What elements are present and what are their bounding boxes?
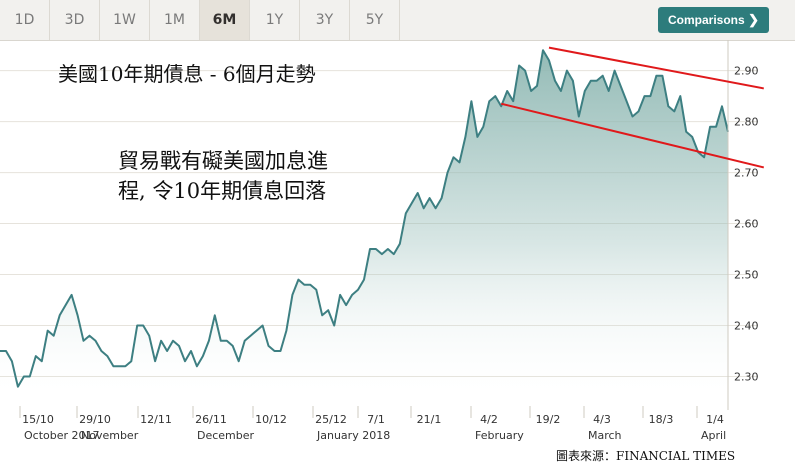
- x-tick-day: 19/2: [536, 413, 561, 426]
- y-tick-label: 2.40: [734, 320, 759, 333]
- x-tick-day: 1/4: [706, 413, 724, 426]
- trend-line: [548, 46, 764, 90]
- x-tick-day: 26/11: [195, 413, 227, 426]
- chart-annotation-body: 貿易戰有礙美國加息進 程, 令10年期債息回落: [118, 146, 328, 206]
- yield-line: [0, 49, 729, 388]
- x-tick-month: March: [588, 429, 622, 442]
- range-tab-5y[interactable]: 5Y: [350, 0, 400, 40]
- y-tick-label: 2.90: [734, 65, 759, 78]
- x-tick-month: December: [197, 429, 255, 442]
- range-tab-1d[interactable]: 1D: [0, 0, 50, 40]
- x-tick-month: April: [701, 429, 726, 442]
- y-tick-label: 2.70: [734, 167, 759, 180]
- x-tick-month: November: [81, 429, 139, 442]
- x-tick-month: January 2018: [316, 429, 390, 442]
- toolbar: 1D 3D 1W 1M 6M 1Y 3Y 5Y Comparisons ❯: [0, 0, 795, 41]
- range-tab-6m[interactable]: 6M: [200, 0, 250, 40]
- y-tick-label: 2.60: [734, 218, 759, 231]
- chart-annotation-title: 美國10年期債息 - 6個月走勢: [58, 62, 316, 86]
- x-tick-day: 4/2: [480, 413, 498, 426]
- x-tick-month: February: [475, 429, 524, 442]
- y-tick-label: 2.50: [734, 269, 759, 282]
- source-credit: 圖表來源：FINANCIAL TIMES: [556, 449, 736, 463]
- range-tab-3y[interactable]: 3Y: [300, 0, 350, 40]
- yield-chart: 2.90 2.80 2.70 2.60 2.50 2.40 2.30 15/10 October…: [0, 40, 765, 442]
- y-tick-label: 2.30: [734, 371, 759, 384]
- x-tick-day: 18/3: [649, 413, 674, 426]
- x-tick-day: 4/3: [593, 413, 611, 426]
- range-tabs: 1D 3D 1W 1M 6M 1Y 3Y 5Y: [0, 0, 400, 40]
- yield-area: [0, 50, 728, 402]
- x-tick-day: 7/1: [367, 413, 385, 426]
- x-tick-day: 12/11: [140, 413, 172, 426]
- x-tick-day: 15/10: [22, 413, 54, 426]
- x-tick-day: 29/10: [79, 413, 111, 426]
- x-tick-day: 21/1: [417, 413, 442, 426]
- x-tick-month: October 2017: [24, 429, 100, 442]
- comparisons-button[interactable]: Comparisons ❯: [658, 7, 769, 33]
- range-tab-1w[interactable]: 1W: [100, 0, 150, 40]
- range-tab-1m[interactable]: 1M: [150, 0, 200, 40]
- x-tick-day: 25/12: [315, 413, 347, 426]
- trend-line: [501, 102, 765, 169]
- x-tick-day: 10/12: [255, 413, 287, 426]
- comparisons-label: Comparisons: [668, 13, 745, 27]
- chevron-right-icon: ❯: [748, 12, 759, 27]
- y-tick-label: 2.80: [734, 116, 759, 129]
- range-tab-3d[interactable]: 3D: [50, 0, 100, 40]
- range-tab-1y[interactable]: 1Y: [250, 0, 300, 40]
- chart-annotation-line-1: 貿易戰有礙美國加息進: [118, 149, 328, 173]
- chart-annotation-line-2: 程, 令10年期債息回落: [118, 179, 327, 203]
